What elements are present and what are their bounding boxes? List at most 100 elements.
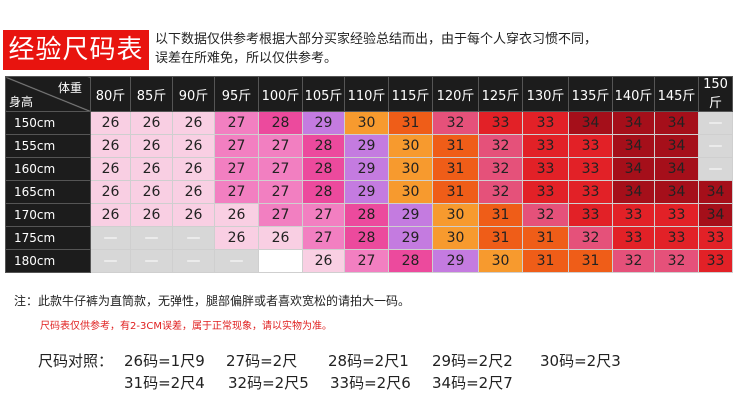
size-cell: 31 (478, 226, 523, 250)
size-cell: 27 (214, 134, 259, 158)
size-cell: 33 (612, 226, 655, 250)
size-cell: 34 (654, 134, 699, 158)
height-header-cell: 150cm (5, 111, 91, 135)
size-cell: 26 (172, 157, 215, 181)
conversion-item: 27码=2尺 (226, 352, 298, 370)
note-disclaimer: 尺码表仅供参考，有2-3CM误差，属于正常现象，请以实物为准。 (40, 321, 332, 332)
size-cell: 32 (612, 249, 655, 273)
size-cell: 31 (388, 111, 433, 135)
size-cell: — (90, 226, 131, 250)
size-cell: 34 (654, 111, 699, 135)
size-cell: 28 (302, 180, 345, 204)
size-cell: 32 (568, 226, 613, 250)
size-cell: 31 (432, 134, 479, 158)
size-cell: 33 (522, 157, 569, 181)
weight-header-cell: 140斤 (612, 76, 655, 112)
size-cell: 34 (698, 180, 733, 204)
size-cell: 33 (612, 203, 655, 227)
size-cell: 26 (130, 134, 173, 158)
size-cell: 26 (172, 180, 215, 204)
conversion-item: 28码=2尺1 (328, 352, 409, 370)
size-cell: 34 (612, 157, 655, 181)
size-cell: — (214, 249, 259, 273)
size-conversion-section: 尺码对照： 26码=1尺9 27码=2尺 28码=2尺1 29码=2尺2 30码=2尺3… (38, 350, 650, 394)
size-cell: 33 (522, 134, 569, 158)
size-cell: 26 (130, 180, 173, 204)
size-cell: 29 (344, 180, 389, 204)
size-cell: 28 (344, 203, 389, 227)
table-corner-cell: 体重 身高 (5, 76, 91, 112)
size-cell: 32 (654, 249, 699, 273)
size-cell: 31 (432, 157, 479, 181)
size-cell: 29 (388, 203, 433, 227)
size-cell: 28 (388, 249, 433, 273)
size-cell: 31 (432, 180, 479, 204)
page-title: 经验尺码表 (3, 30, 149, 70)
size-cell: 32 (478, 157, 523, 181)
weight-header-cell: 105斤 (302, 76, 345, 112)
weight-header-cell: 85斤 (130, 76, 173, 112)
size-cell: 29 (344, 134, 389, 158)
conversion-item: 32码=2尺5 (228, 374, 309, 392)
size-cell: 27 (302, 203, 345, 227)
weight-header-row: 体重 身高 80斤 85斤 90斤 95斤 100斤 105斤 110斤 115斤 120斤 12… (5, 76, 733, 112)
size-cell: — (172, 226, 215, 250)
height-header-cell: 175cm (5, 226, 91, 250)
size-cell: 26 (302, 249, 345, 273)
size-cell: 34 (612, 111, 655, 135)
conversion-item: 33码=2尺6 (330, 374, 411, 392)
intro-line-2: 误差在所难免，所以仅供参考。 (155, 51, 338, 66)
weight-header-cell: 115斤 (388, 76, 433, 112)
weight-header-cell: 135斤 (568, 76, 613, 112)
size-cell: 31 (568, 249, 613, 273)
size-cell: 30 (432, 203, 479, 227)
size-cell: 29 (432, 249, 479, 273)
size-cell: 33 (654, 226, 699, 250)
conversion-item: 30码=2尺3 (540, 352, 621, 370)
table-row: 170cm 26 26 26 26 27 27 28 29 30 31 32 33 33 33 34 (5, 203, 733, 227)
conversion-indent (38, 372, 124, 394)
weight-header-cell: 125斤 (478, 76, 523, 112)
size-cell: 34 (654, 157, 699, 181)
size-cell: — (698, 134, 733, 158)
size-cell: — (130, 226, 173, 250)
size-cell: 33 (568, 134, 613, 158)
size-cell: 27 (214, 180, 259, 204)
height-header-cell: 160cm (5, 157, 91, 181)
table-row: 160cm 26 26 26 27 27 28 29 30 31 32 33 33 34 34— (5, 157, 733, 181)
corner-weight-label: 体重 (57, 81, 82, 95)
conversion-item: 34码=2尺7 (432, 374, 513, 392)
size-cell: 33 (568, 180, 613, 204)
size-cell: 30 (388, 157, 433, 181)
size-cell: 27 (214, 157, 259, 181)
size-cell: — (698, 157, 733, 181)
note-fit-advice: 注：此款牛仔裤为直筒款，无弹性，腿部偏胖或者喜欢宽松的请拍大一码。 (14, 294, 411, 308)
size-cell: 28 (302, 157, 345, 181)
conversion-row-1: 尺码对照： 26码=1尺9 27码=2尺 28码=2尺1 29码=2尺2 30码=2尺3 (38, 350, 650, 372)
size-cell: 32 (432, 111, 479, 135)
size-cell: — (90, 249, 131, 273)
size-cell: 30 (388, 180, 433, 204)
size-cell: 33 (568, 157, 613, 181)
size-cell: 27 (258, 203, 303, 227)
size-cell: 26 (90, 134, 131, 158)
size-cell: 26 (90, 111, 131, 135)
size-cell: 34 (612, 134, 655, 158)
size-cell: 32 (478, 180, 523, 204)
height-header-cell: 170cm (5, 203, 91, 227)
intro-line-1: 以下数据仅供参考根据大部分买家经验总结而出，由于每个人穿衣习惯不同， (155, 32, 598, 47)
size-cell: 29 (344, 157, 389, 181)
size-cell: 33 (698, 226, 733, 250)
height-header-cell: 165cm (5, 180, 91, 204)
size-cell: 27 (302, 226, 345, 250)
size-cell: 33 (522, 111, 569, 135)
conversion-item: 29码=2尺2 (432, 352, 513, 370)
weight-header-cell: 90斤 (172, 76, 215, 112)
size-cell: 31 (478, 203, 523, 227)
size-cell: 26 (172, 134, 215, 158)
conversion-label: 尺码对照： (38, 352, 114, 370)
size-cell: 27 (258, 157, 303, 181)
table-row: 175cm — — —26 26 27 28 29 30 31 31 32 33 33 33 (5, 226, 733, 250)
size-cell: 26 (258, 226, 303, 250)
size-cell: 26 (130, 157, 173, 181)
